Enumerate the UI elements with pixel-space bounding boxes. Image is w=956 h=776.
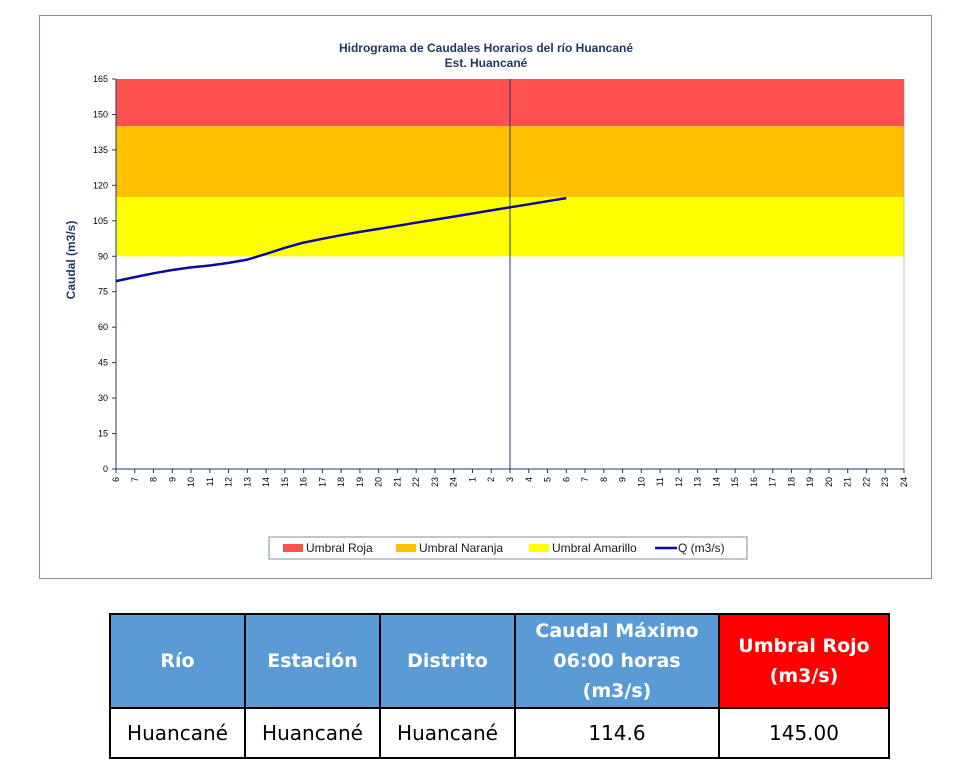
cell-umbral-rojo: 145.00 [718, 707, 890, 759]
x-tick-label: 6 [561, 477, 571, 482]
cell-caudal-maximo: 114.6 [514, 707, 720, 759]
x-tick-label: 23 [880, 477, 890, 487]
legend-label: Umbral Amarillo [552, 541, 637, 555]
cell-estacion: Huancané [244, 707, 381, 759]
summary-table: Río Estación Distrito Caudal Máximo 06:0… [109, 613, 890, 759]
cell-rio: Huancané [109, 707, 246, 759]
x-tick-label: 11 [205, 477, 215, 486]
chart-panel: Hidrograma de Caudales Horarios del río … [39, 15, 932, 579]
hydrograph-chart: Hidrograma de Caudales Horarios del río … [64, 41, 909, 560]
x-tick-label: 9 [167, 477, 177, 482]
x-tick-label: 24 [899, 477, 909, 487]
x-tick-label: 9 [618, 477, 628, 482]
cell-distrito: Huancané [379, 707, 516, 759]
x-tick-label: 17 [768, 477, 778, 487]
chart-subtitle: Est. Huancané [445, 56, 528, 70]
x-tick-label: 11 [655, 477, 665, 486]
y-axis-label: Caudal (m3/s) [64, 221, 78, 300]
y-tick-label: 0 [103, 464, 108, 474]
x-tick-label: 7 [130, 477, 140, 482]
header-caudal-maximo: Caudal Máximo 06:00 horas (m3/s) [514, 613, 720, 709]
legend-label: Q (m3/s) [678, 541, 725, 555]
x-tick-label: 20 [824, 477, 834, 487]
x-tick-label: 12 [224, 477, 234, 487]
y-tick-label: 150 [93, 109, 108, 119]
y-tick-label: 60 [98, 322, 108, 332]
table-header-row: Río Estación Distrito Caudal Máximo 06:0… [109, 613, 890, 709]
y-tick-label: 135 [93, 145, 108, 155]
x-tick-label: 14 [711, 477, 721, 487]
x-tick-label: 24 [449, 477, 459, 487]
chart-legend: Umbral Roja Umbral Naranja Umbral Amarillo… [268, 536, 748, 560]
y-tick-label: 165 [93, 74, 108, 84]
x-tick-label: 21 [392, 477, 402, 487]
y-tick-label: 15 [98, 429, 108, 439]
series-line-q [115, 196, 567, 283]
legend-label: Umbral Roja [306, 541, 373, 555]
x-tick-label: 16 [749, 477, 759, 487]
legend-label: Umbral Naranja [419, 541, 503, 555]
x-tick-label: 18 [786, 477, 796, 487]
y-tick-label: 120 [93, 180, 108, 190]
x-tick-label: 12 [674, 477, 684, 487]
header-umbral-rojo: Umbral Rojo (m3/s) [718, 613, 890, 709]
table-row: Huancané Huancané Huancané 114.6 145.00 [109, 707, 890, 759]
x-tick-label: 2 [486, 477, 496, 482]
legend-swatch [529, 544, 549, 552]
x-tick-label: 19 [355, 477, 365, 487]
x-tick-label: 3 [505, 477, 515, 482]
x-tick-label: 19 [805, 477, 815, 487]
header-rio: Río [109, 613, 246, 709]
x-tick-label: 17 [317, 477, 327, 487]
x-tick-label: 22 [861, 477, 871, 487]
x-tick-label: 4 [524, 477, 534, 482]
x-tick-label: 10 [636, 477, 646, 487]
x-tick-label: 13 [242, 477, 252, 487]
x-tick-label: 16 [299, 477, 309, 487]
x-tick-label: 15 [280, 477, 290, 487]
y-tick-label: 90 [98, 251, 108, 261]
x-tick-label: 8 [149, 477, 159, 482]
x-tick-label: 14 [261, 477, 271, 487]
x-tick-label: 15 [730, 477, 740, 487]
x-tick-label: 20 [374, 477, 384, 487]
x-tick-label: 13 [693, 477, 703, 487]
x-tick-label: 8 [599, 477, 609, 482]
chart-title: Hidrograma de Caudales Horarios del río … [339, 41, 633, 55]
x-tick-label: 10 [186, 477, 196, 487]
y-tick-label: 105 [93, 216, 108, 226]
x-tick-label: 1 [467, 477, 477, 482]
header-distrito: Distrito [379, 613, 516, 709]
x-tick-label: 23 [430, 477, 440, 487]
x-tick-label: 21 [843, 477, 853, 487]
legend-swatch [283, 544, 303, 552]
header-estacion: Estación [244, 613, 381, 709]
y-tick-label: 45 [98, 358, 108, 368]
x-tick-label: 6 [111, 477, 121, 482]
legend-box [268, 536, 748, 560]
x-tick-label: 18 [336, 477, 346, 487]
x-tick-label: 7 [580, 477, 590, 482]
x-tick-label: 22 [411, 477, 421, 487]
y-tick-label: 30 [98, 393, 108, 403]
x-tick-label: 5 [543, 477, 553, 482]
legend-swatch [396, 544, 416, 552]
y-tick-label: 75 [98, 287, 108, 297]
